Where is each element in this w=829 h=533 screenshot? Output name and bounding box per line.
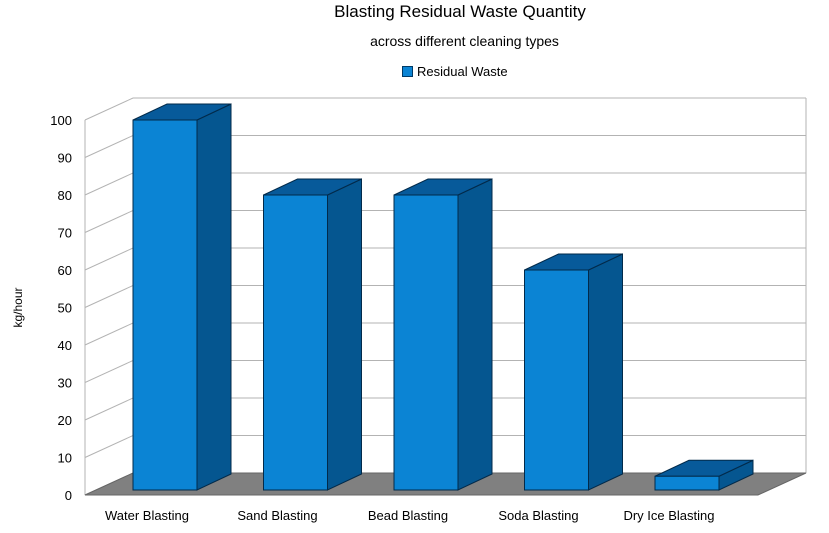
bar (524, 269, 589, 491)
bar-side (327, 178, 362, 491)
y-tick-label: 50 (58, 301, 72, 316)
y-tick-label: 10 (58, 451, 72, 466)
chart-subtitle: across different cleaning types (370, 33, 559, 49)
y-tick-label: 40 (58, 338, 72, 353)
legend-swatch (402, 66, 413, 77)
bar (132, 119, 198, 491)
y-tick-label: 30 (58, 376, 72, 391)
y-axis-label: kg/hour (11, 287, 25, 327)
y-tick-label: 90 (58, 151, 72, 166)
x-tick-label: Water Blasting (105, 508, 189, 523)
x-tick-label: Dry Ice Blasting (623, 508, 714, 523)
bar-side (196, 103, 232, 491)
legend-label: Residual Waste (417, 64, 508, 79)
x-tick-label: Bead Blasting (368, 508, 448, 523)
x-tick-label: Sand Blasting (237, 508, 317, 523)
bar-side (457, 178, 493, 491)
gridline (84, 97, 806, 121)
x-tick-label: Soda Blasting (498, 508, 578, 523)
y-tick-label: 80 (58, 188, 72, 203)
bar (393, 194, 459, 491)
bar (263, 194, 328, 491)
legend: Residual Waste (402, 64, 508, 79)
chart-title: Blasting Residual Waste Quantity (334, 2, 586, 21)
y-tick-label: 60 (58, 263, 72, 278)
bar (654, 475, 720, 491)
y-tick-label: 70 (58, 226, 72, 241)
bar-side (588, 253, 623, 491)
y-tick-label: 100 (50, 113, 72, 128)
y-tick-label: 0 (65, 488, 72, 503)
y-tick-label: 20 (58, 413, 72, 428)
